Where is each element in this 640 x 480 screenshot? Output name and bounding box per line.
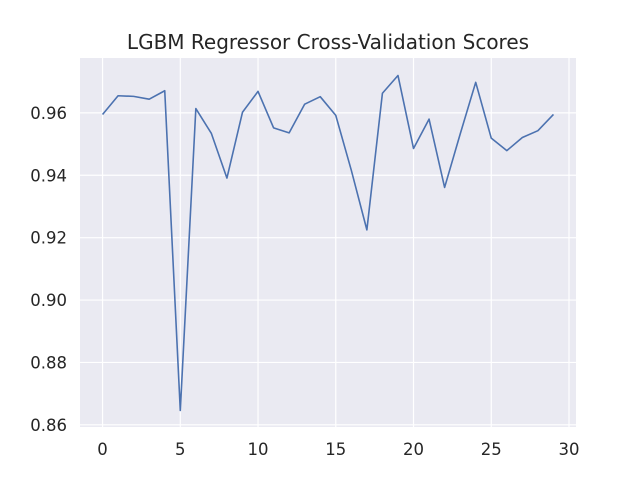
x-tick-label: 0 bbox=[97, 440, 108, 459]
series-group bbox=[101, 74, 555, 412]
chart-title: LGBM Regressor Cross-Validation Scores bbox=[127, 30, 529, 54]
y-tick-label: 0.92 bbox=[30, 229, 67, 248]
y-tick-label: 0.96 bbox=[30, 104, 67, 123]
x-tick-label: 25 bbox=[481, 440, 502, 459]
y-tick-label: 0.94 bbox=[30, 166, 67, 185]
x-tick-label: 15 bbox=[325, 440, 346, 459]
plot-background bbox=[80, 58, 576, 427]
y-tick-label: 0.90 bbox=[30, 291, 67, 310]
y-tick-label: 0.86 bbox=[30, 416, 67, 435]
x-tick-label: 10 bbox=[248, 440, 269, 459]
x-tick-label: 20 bbox=[403, 440, 424, 459]
y-tick-labels: 0.86 0.88 0.90 0.92 0.94 0.96 bbox=[30, 104, 67, 435]
grid-lines bbox=[80, 58, 576, 427]
series-line bbox=[101, 74, 555, 412]
x-tick-labels: 0 5 10 15 20 25 30 bbox=[97, 440, 579, 459]
y-tick-label: 0.88 bbox=[30, 353, 67, 372]
x-tick-label: 30 bbox=[559, 440, 580, 459]
x-tick-label: 5 bbox=[175, 440, 186, 459]
